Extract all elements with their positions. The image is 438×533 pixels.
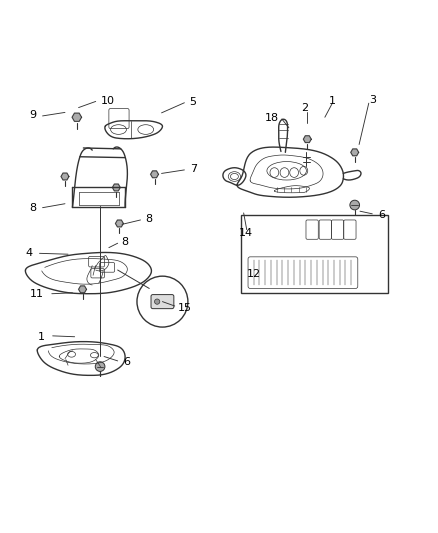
Text: 7: 7 — [189, 164, 196, 174]
Polygon shape — [150, 171, 158, 177]
Text: 1: 1 — [38, 332, 45, 342]
Text: 8: 8 — [121, 237, 128, 247]
Polygon shape — [350, 149, 358, 156]
Text: 11: 11 — [30, 289, 44, 298]
Text: 6: 6 — [123, 357, 130, 367]
Text: 9: 9 — [29, 110, 36, 120]
Polygon shape — [115, 220, 123, 227]
Text: 2: 2 — [300, 103, 307, 114]
Circle shape — [349, 200, 359, 210]
FancyBboxPatch shape — [151, 295, 173, 309]
Text: 14: 14 — [238, 228, 252, 238]
Polygon shape — [112, 184, 120, 191]
Text: 6: 6 — [378, 209, 385, 220]
Polygon shape — [78, 286, 86, 293]
Text: 4: 4 — [25, 248, 32, 259]
Text: 10: 10 — [100, 95, 114, 106]
Text: 12: 12 — [246, 269, 260, 279]
Circle shape — [95, 362, 105, 372]
Text: 8: 8 — [29, 203, 36, 213]
Ellipse shape — [154, 299, 159, 304]
Polygon shape — [61, 173, 69, 180]
Text: 18: 18 — [265, 113, 279, 123]
Text: 8: 8 — [145, 214, 152, 224]
Text: 5: 5 — [189, 97, 196, 107]
Polygon shape — [72, 113, 81, 122]
Bar — [240, 215, 387, 293]
Text: 15: 15 — [177, 303, 191, 313]
Text: 3: 3 — [368, 95, 375, 104]
Polygon shape — [303, 136, 311, 143]
Text: 1: 1 — [328, 95, 335, 106]
